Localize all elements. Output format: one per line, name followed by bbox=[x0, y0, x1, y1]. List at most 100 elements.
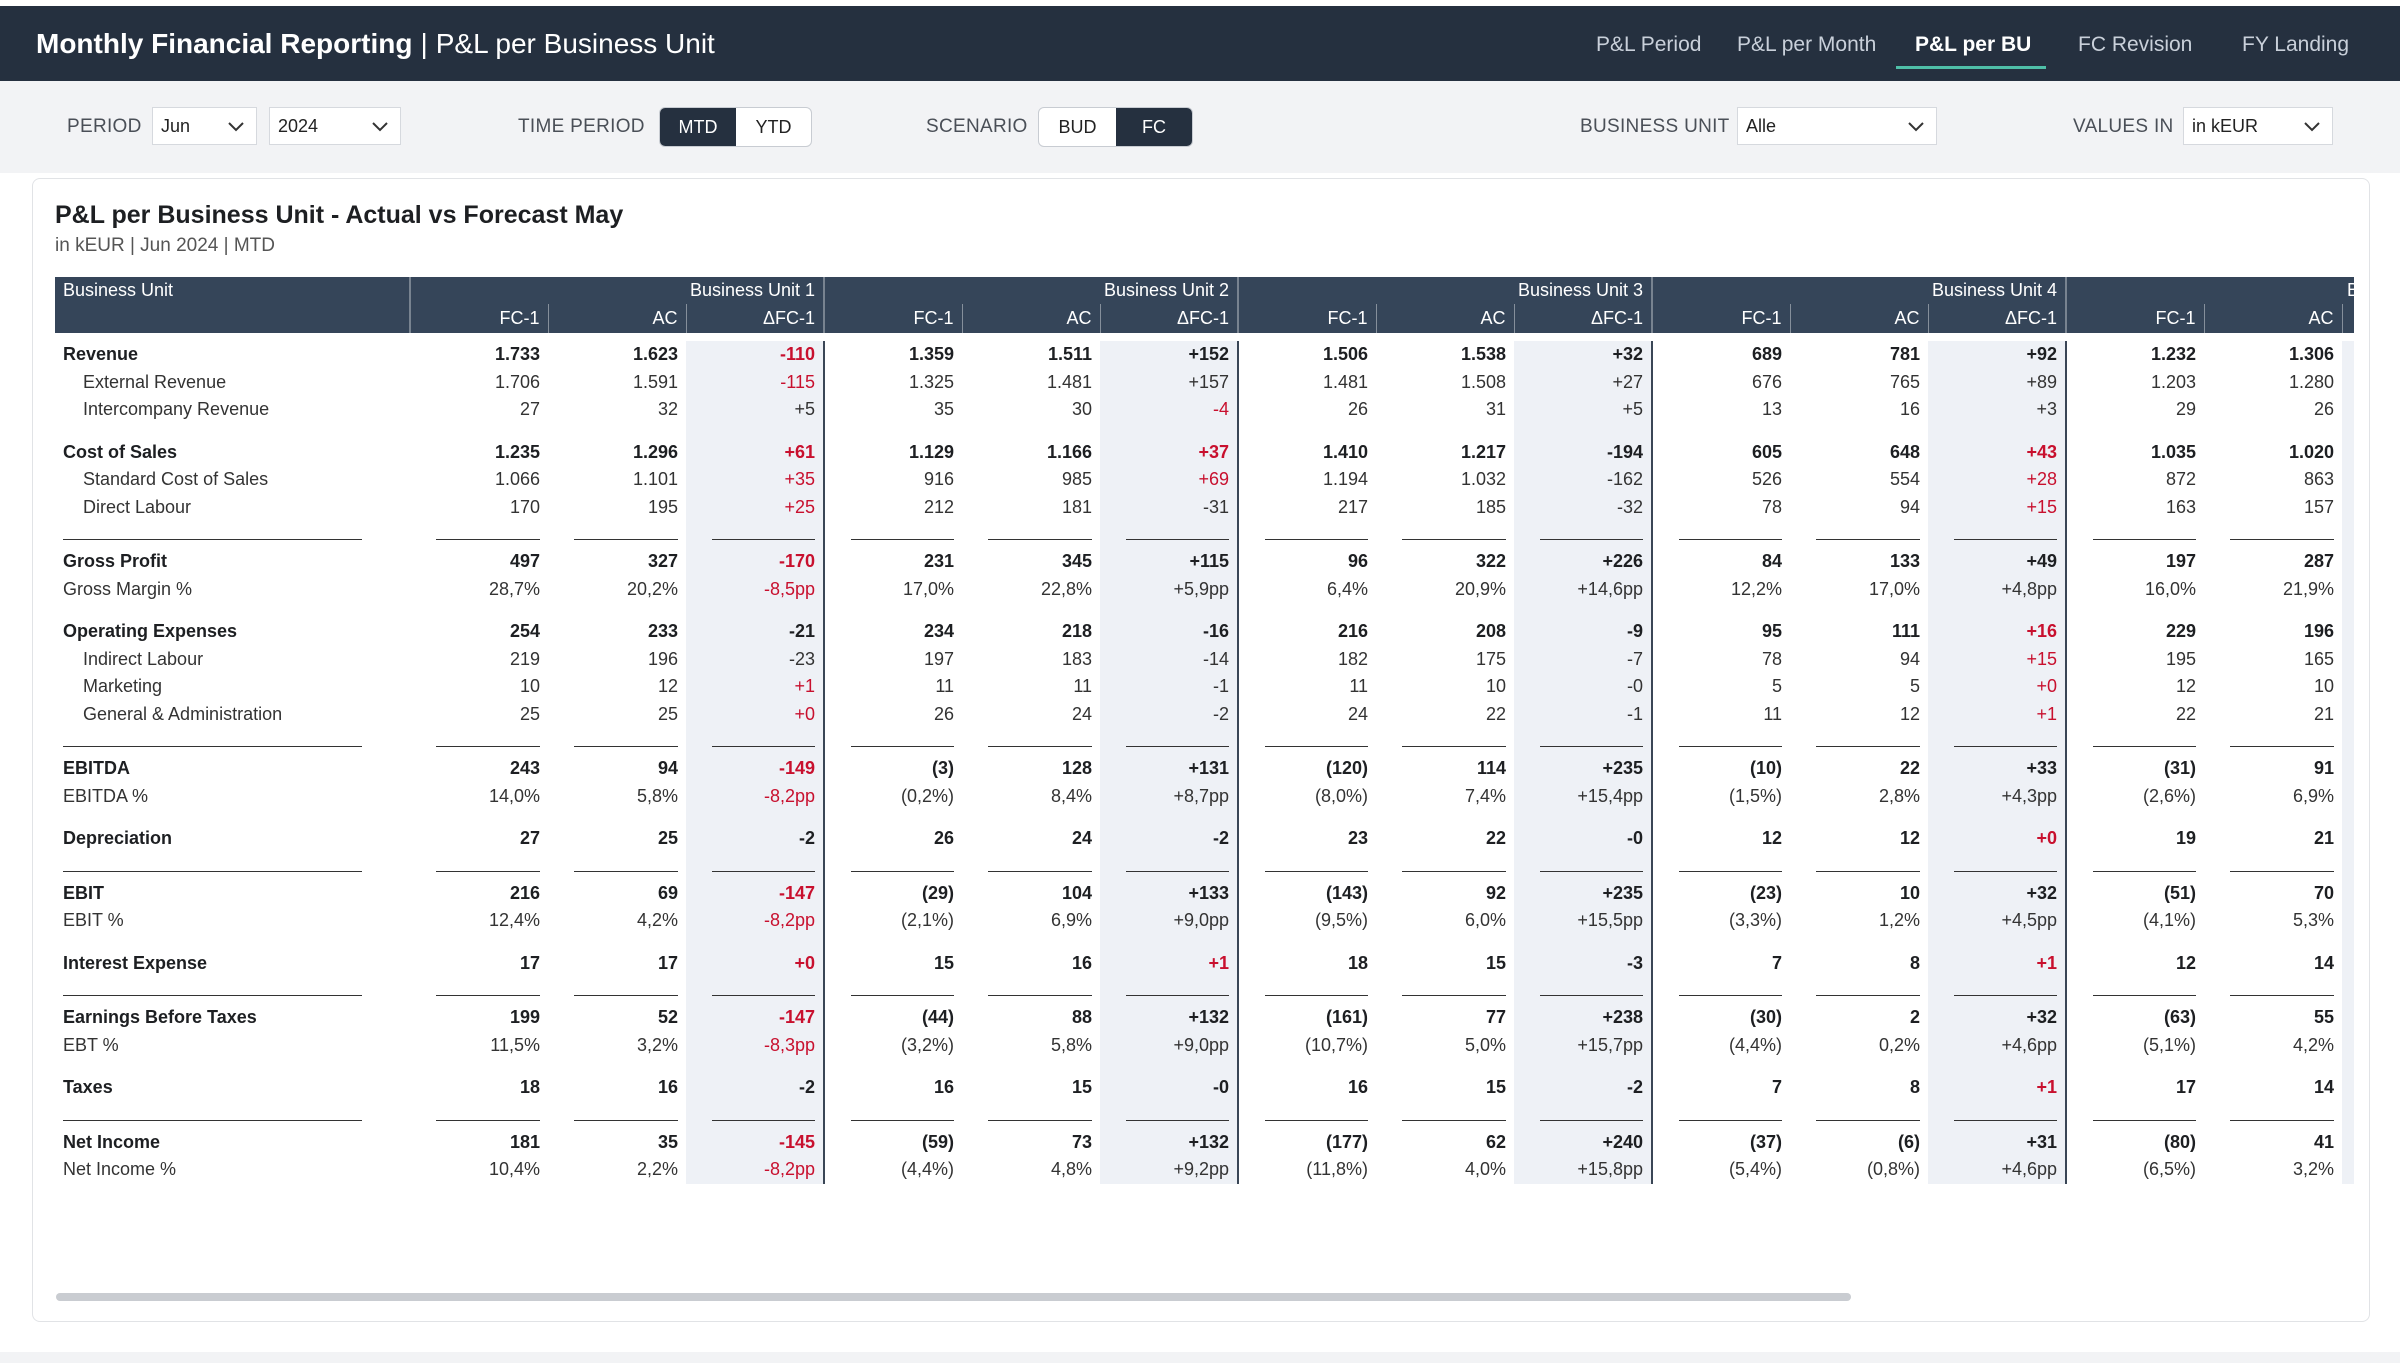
underline-cell bbox=[1237, 521, 1376, 548]
ac-cell: 765 bbox=[1889, 371, 1920, 392]
ac-cell: 1.101 bbox=[632, 469, 678, 490]
delta-fc-1-cell: +133 bbox=[1100, 879, 1238, 907]
nav-tab-fy-landing[interactable]: FY Landing bbox=[2242, 33, 2350, 56]
delta-fc-1-cell: -7 bbox=[1514, 645, 1652, 673]
table-row: Cost of Sales 1.235 1.296 +61 1.129 1.166 +37 1… bbox=[55, 438, 2354, 466]
delta-fc-1-cell: +69 bbox=[1100, 466, 1238, 494]
delta-fc-1-cell: +1 bbox=[1928, 700, 2066, 728]
time-period-mtd-button[interactable]: MTD bbox=[660, 108, 736, 146]
ac-cell: 30 bbox=[1071, 399, 1092, 420]
scenario-fc-button[interactable]: FC bbox=[1116, 108, 1192, 146]
ac-cell: 73 bbox=[1071, 1131, 1092, 1152]
ac-cell: 26 bbox=[2313, 399, 2334, 420]
pl-table-scroll-area[interactable]: Business Unit Business Unit 1 Business Uni… bbox=[55, 277, 2354, 1257]
fc-1-cell: 676 bbox=[1651, 368, 1790, 396]
table-row: Depreciation 27 25 -2 26 24 -2 23 22 -0 12 12 +0 19 21 bbox=[55, 825, 2354, 853]
spacer-cell bbox=[410, 1059, 548, 1074]
underline-cell bbox=[410, 977, 548, 1004]
underline-cell bbox=[1376, 728, 1514, 755]
delta-fc-1-cell: +35 bbox=[686, 466, 824, 494]
underline-cell bbox=[410, 853, 548, 880]
fc-1-cell: (80) bbox=[2065, 1128, 2204, 1156]
row-label: General & Administration bbox=[83, 703, 283, 724]
ac-cell: 10 bbox=[1485, 676, 1506, 697]
horizontal-scrollbar[interactable] bbox=[56, 1293, 1851, 1301]
ac-cell: 6,9% bbox=[2292, 785, 2334, 806]
total-rule-line bbox=[63, 870, 362, 872]
table-row: Net Income % 10,4% 2,2% -8,2pp (4,4%) 4,8% +9,… bbox=[55, 1156, 2354, 1184]
table-row: Taxes 18 16 -2 16 15 -0 16 15 -2 7 8 +1 17 14 bbox=[55, 1074, 2354, 1102]
period-month-value: Jun bbox=[161, 116, 191, 136]
business-unit-dropdown[interactable]: Alle bbox=[1737, 107, 1937, 145]
time-period-label: TIME PERIOD bbox=[518, 116, 645, 137]
row-label: EBT % bbox=[63, 1034, 119, 1055]
period-year-dropdown[interactable]: 2024 bbox=[269, 107, 401, 145]
time-period-ytd-button[interactable]: YTD bbox=[755, 117, 792, 137]
spacer-cell bbox=[1376, 935, 1514, 950]
underline-cell bbox=[1100, 977, 1238, 1004]
delta-fc-1-cell: -170 bbox=[686, 548, 824, 576]
delta-fc-1-cell: +226 bbox=[1514, 548, 1652, 576]
ac-cell: 1.020 bbox=[2288, 441, 2334, 462]
chevron-down-icon bbox=[1908, 122, 1924, 132]
nav-tab-pl-per-month[interactable]: P&L per Month bbox=[1737, 33, 1877, 56]
delta-fc-1-cell: +32 bbox=[1928, 1004, 2066, 1032]
values-in-label: VALUES IN bbox=[2073, 116, 2174, 137]
delta-fc-1-cell: +32 bbox=[1514, 341, 1652, 369]
fc-1-cell: 27 bbox=[519, 399, 540, 420]
underline-cell bbox=[2065, 977, 2204, 1004]
spacer-cell bbox=[1514, 810, 1652, 825]
spacer-cell bbox=[410, 603, 548, 618]
spacer-cell bbox=[55, 935, 410, 950]
fc-1-cell: (143) bbox=[1237, 879, 1376, 907]
ac-cell: 8,4% bbox=[1050, 785, 1092, 806]
fc-1-cell: 84 bbox=[1651, 548, 1790, 576]
fc-1-cell: 216 bbox=[509, 882, 540, 903]
delta-fc-1-cell: -4 bbox=[1100, 396, 1238, 424]
delta-fc-1-cell bbox=[2342, 1004, 2354, 1032]
spacer-cell bbox=[962, 810, 1100, 825]
delta-fc-1-cell: +4,6pp bbox=[1928, 1156, 2066, 1184]
delta-fc-1-cell bbox=[2342, 700, 2354, 728]
underline-cell bbox=[548, 728, 686, 755]
spacer-cell bbox=[1651, 603, 1790, 618]
delta-fc-1-cell: +16 bbox=[1928, 618, 2066, 646]
fc-1-cell: 28,7% bbox=[488, 578, 540, 599]
delta-fc-1-cell: -115 bbox=[686, 368, 824, 396]
values-in-dropdown[interactable]: in kEUR bbox=[2183, 107, 2333, 145]
ac-cell: 22 bbox=[1485, 828, 1506, 849]
fc-1-cell: 229 bbox=[2065, 618, 2204, 646]
period-month-dropdown[interactable]: Jun bbox=[152, 107, 257, 145]
header-business-unit-5: Business Unit 5 bbox=[2064, 277, 2354, 304]
ac-cell: 12 bbox=[657, 676, 678, 697]
total-rule-line bbox=[1816, 1119, 1920, 1121]
underline-cell bbox=[2204, 1102, 2342, 1129]
row-label: Revenue bbox=[63, 344, 139, 365]
fc-1-cell: (8,0%) bbox=[1237, 782, 1376, 810]
delta-fc-1-cell: -194 bbox=[1514, 438, 1652, 466]
fc-1-cell: 1.035 bbox=[2065, 438, 2204, 466]
scenario-bud-button[interactable]: BUD bbox=[1058, 117, 1097, 137]
report-title: P&L per Business Unit - Actual vs Foreca… bbox=[55, 201, 624, 229]
total-rule-line bbox=[1954, 870, 2057, 872]
ac-cell: 3,2% bbox=[636, 1034, 678, 1055]
nav-tab-fc-revision[interactable]: FC Revision bbox=[2078, 33, 2193, 56]
scenario-toggle: BUD FC bbox=[1038, 107, 1193, 147]
title-separator: | bbox=[420, 28, 428, 59]
underline-cell bbox=[55, 1102, 410, 1129]
total-rule-line bbox=[436, 870, 540, 872]
underline-cell bbox=[823, 852, 962, 880]
fc-1-cell: 78 bbox=[1651, 493, 1790, 521]
spacer-cell bbox=[686, 423, 824, 439]
nav-tab-pl-per-bu[interactable]: P&L per BU bbox=[1915, 33, 2032, 56]
total-rule-line bbox=[574, 746, 678, 747]
table-row: Indirect Labour 219 196 -23 197 183 -14 182 175-… bbox=[55, 645, 2354, 673]
nav-tab-pl-period[interactable]: P&L Period bbox=[1596, 33, 1702, 56]
fc-1-cell: 1.194 bbox=[1237, 466, 1376, 494]
spacer-cell bbox=[410, 424, 548, 439]
underline-cell bbox=[2204, 521, 2342, 548]
total-rule-line bbox=[712, 539, 815, 540]
underline-cell bbox=[1790, 1102, 1928, 1129]
delta-fc-1-cell bbox=[2342, 755, 2354, 783]
ac-cell: 1.538 bbox=[1460, 344, 1506, 365]
